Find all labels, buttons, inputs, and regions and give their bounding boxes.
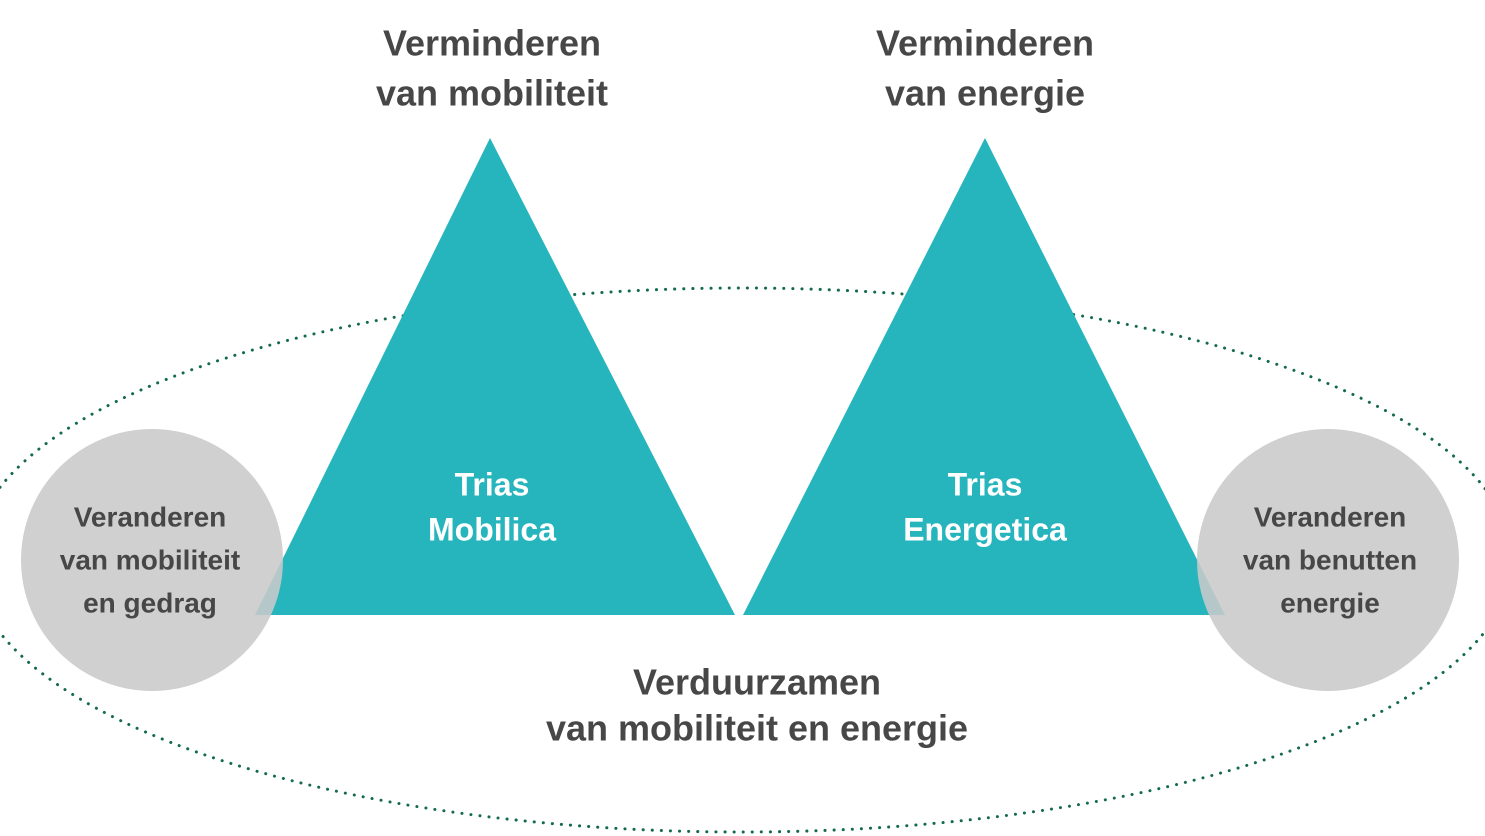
triangle-energetica <box>743 138 1225 615</box>
circle-label: en gedrag <box>83 587 217 618</box>
heading: van energie <box>885 73 1085 114</box>
circle-label: van mobiliteit <box>60 544 240 575</box>
circle-label: Veranderen <box>1254 501 1407 532</box>
circle-label: Veranderen <box>74 501 227 532</box>
triangle-label: Energetica <box>903 511 1067 547</box>
outer-ellipse <box>0 286 1485 834</box>
triangle-label: Mobilica <box>428 511 556 547</box>
heading: Verminderen <box>876 23 1094 64</box>
heading: Verminderen <box>383 23 601 64</box>
circle-left <box>21 429 283 691</box>
circle-label: energie <box>1280 587 1380 618</box>
triangle-label: Trias <box>948 466 1023 502</box>
triangle-label: Trias <box>455 466 530 502</box>
heading: van mobiliteit <box>376 73 608 114</box>
circle-right <box>1197 429 1459 691</box>
circle-label: van benutten <box>1243 544 1417 575</box>
labels: Verminderen van mobiliteit Verminderen van … <box>60 23 1417 749</box>
footer-label: van mobiliteit en energie <box>546 708 968 749</box>
footer-label: Verduurzamen <box>633 662 881 703</box>
triangle-mobilica <box>255 138 735 615</box>
